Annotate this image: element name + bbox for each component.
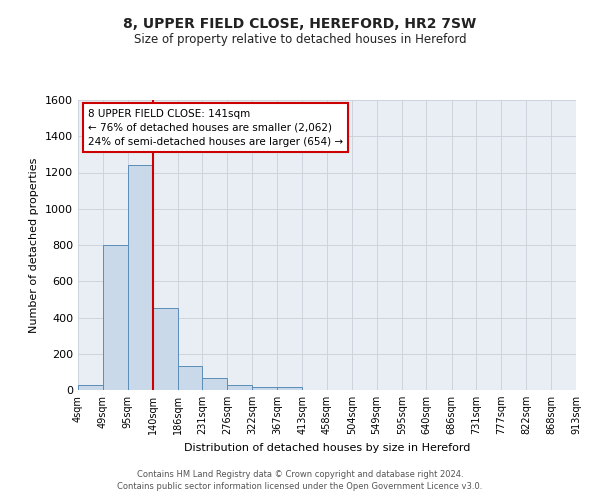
Text: 8 UPPER FIELD CLOSE: 141sqm
← 76% of detached houses are smaller (2,062)
24% of : 8 UPPER FIELD CLOSE: 141sqm ← 76% of det…	[88, 108, 343, 146]
Y-axis label: Number of detached properties: Number of detached properties	[29, 158, 40, 332]
Bar	[78, 386, 103, 390]
Bar	[103, 245, 128, 390]
Text: Contains HM Land Registry data © Crown copyright and database right 2024.: Contains HM Land Registry data © Crown c…	[137, 470, 463, 479]
Bar	[252, 388, 277, 390]
Bar	[178, 366, 202, 390]
Text: Contains public sector information licensed under the Open Government Licence v3: Contains public sector information licen…	[118, 482, 482, 491]
Bar	[152, 308, 178, 390]
Bar	[202, 378, 227, 390]
Bar	[227, 386, 252, 390]
Bar	[128, 165, 152, 390]
Text: Size of property relative to detached houses in Hereford: Size of property relative to detached ho…	[134, 32, 466, 46]
Text: 8, UPPER FIELD CLOSE, HEREFORD, HR2 7SW: 8, UPPER FIELD CLOSE, HEREFORD, HR2 7SW	[124, 18, 476, 32]
X-axis label: Distribution of detached houses by size in Hereford: Distribution of detached houses by size …	[184, 442, 470, 452]
Bar	[277, 388, 302, 390]
